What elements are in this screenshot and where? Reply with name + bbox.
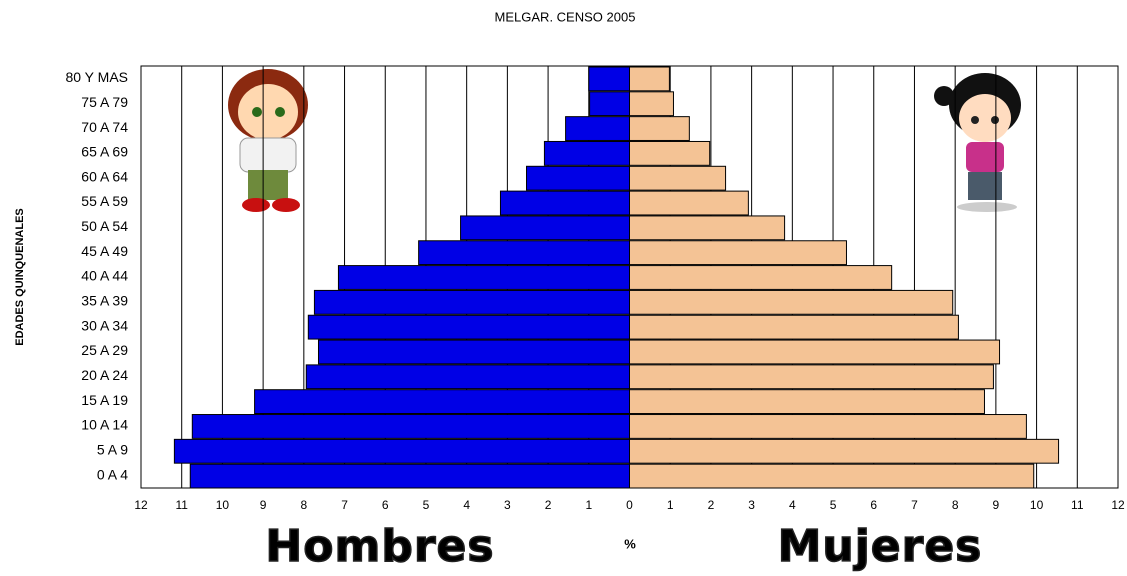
x-tick-label: 7 <box>341 498 348 512</box>
y-tick-label: 30 A 34 <box>81 317 128 333</box>
x-tick-label: 0 <box>626 498 633 512</box>
bar <box>565 116 630 141</box>
bar <box>629 339 1001 365</box>
x-tick-label: 9 <box>993 498 1000 512</box>
bar <box>254 389 630 415</box>
x-tick-label: 4 <box>463 498 470 512</box>
x-tick-label: 9 <box>260 498 267 512</box>
bar <box>629 438 1060 464</box>
bar <box>305 364 630 390</box>
bar <box>629 140 711 166</box>
x-tick-label: 3 <box>504 498 511 512</box>
bar <box>317 339 630 365</box>
y-tick-label: 50 A 54 <box>81 218 128 234</box>
y-tick-label: 40 A 44 <box>81 268 128 284</box>
x-tick-label: 5 <box>830 498 837 512</box>
y-tick-label: 45 A 49 <box>81 243 128 259</box>
bar <box>499 190 630 216</box>
bar <box>589 91 630 117</box>
bar <box>629 165 727 191</box>
x-tick-label: 12 <box>1111 498 1125 512</box>
x-tick-label: 2 <box>708 498 715 512</box>
bar <box>337 265 630 290</box>
y-tick-label: 15 A 19 <box>81 392 128 408</box>
legend-label: Mujeres <box>778 521 983 572</box>
bar <box>629 116 690 141</box>
bar <box>191 414 630 439</box>
girl-figure <box>934 73 1021 212</box>
x-axis-label: % <box>624 536 636 551</box>
bar <box>629 314 959 340</box>
bar <box>629 364 994 390</box>
bar <box>629 190 749 216</box>
x-tick-label: 5 <box>423 498 430 512</box>
y-tick-label: 25 A 29 <box>81 342 128 358</box>
bar <box>629 414 1027 439</box>
bar <box>307 314 630 340</box>
bar <box>629 463 1035 489</box>
x-tick-label: 11 <box>1071 498 1084 512</box>
y-tick-label: 75 A 79 <box>81 94 128 110</box>
bar <box>189 463 630 489</box>
x-tick-label: 1 <box>667 498 674 512</box>
x-tick-label: 4 <box>789 498 796 512</box>
y-tick-label: 10 A 14 <box>81 417 128 433</box>
bar <box>588 66 631 92</box>
x-tick-label: 6 <box>382 498 389 512</box>
y-tick-label: 5 A 9 <box>97 441 128 457</box>
bar <box>629 91 674 117</box>
x-tick-label: 10 <box>216 498 230 512</box>
bar <box>629 215 786 241</box>
y-tick-label: 20 A 24 <box>81 367 128 383</box>
bar <box>543 140 630 166</box>
y-tick-label: 80 Y MAS <box>65 69 128 85</box>
y-tick-label: 35 A 39 <box>81 293 128 309</box>
x-tick-label: 2 <box>545 498 552 512</box>
y-axis-label: EDADES QUINQUENALES <box>14 208 26 346</box>
x-tick-label: 8 <box>300 498 307 512</box>
x-tick-label: 12 <box>134 498 148 512</box>
x-tick-label: 10 <box>1030 498 1044 512</box>
y-tick-label: 0 A 4 <box>97 466 128 482</box>
bar <box>460 215 631 241</box>
x-tick-label: 1 <box>585 498 592 512</box>
boy-figure <box>228 69 308 212</box>
bar <box>629 66 670 92</box>
x-tick-label: 8 <box>952 498 959 512</box>
chart-title: MELGAR. CENSO 2005 <box>495 9 636 24</box>
legend-label: Hombres <box>265 521 494 572</box>
x-tick-label: 11 <box>175 498 188 512</box>
x-tick-label: 3 <box>748 498 755 512</box>
bar <box>629 289 954 315</box>
y-tick-label: 55 A 59 <box>81 193 128 209</box>
bar <box>629 265 893 290</box>
y-tick-label: 65 A 69 <box>81 144 128 160</box>
y-tick-label: 60 A 64 <box>81 168 128 184</box>
bar <box>526 165 631 191</box>
bar <box>313 289 630 315</box>
bar <box>418 240 630 266</box>
bar <box>629 389 985 415</box>
x-tick-label: 7 <box>911 498 918 512</box>
bar <box>173 438 630 464</box>
y-tick-label: 70 A 74 <box>81 119 128 135</box>
x-tick-label: 6 <box>870 498 877 512</box>
bar <box>629 240 847 266</box>
